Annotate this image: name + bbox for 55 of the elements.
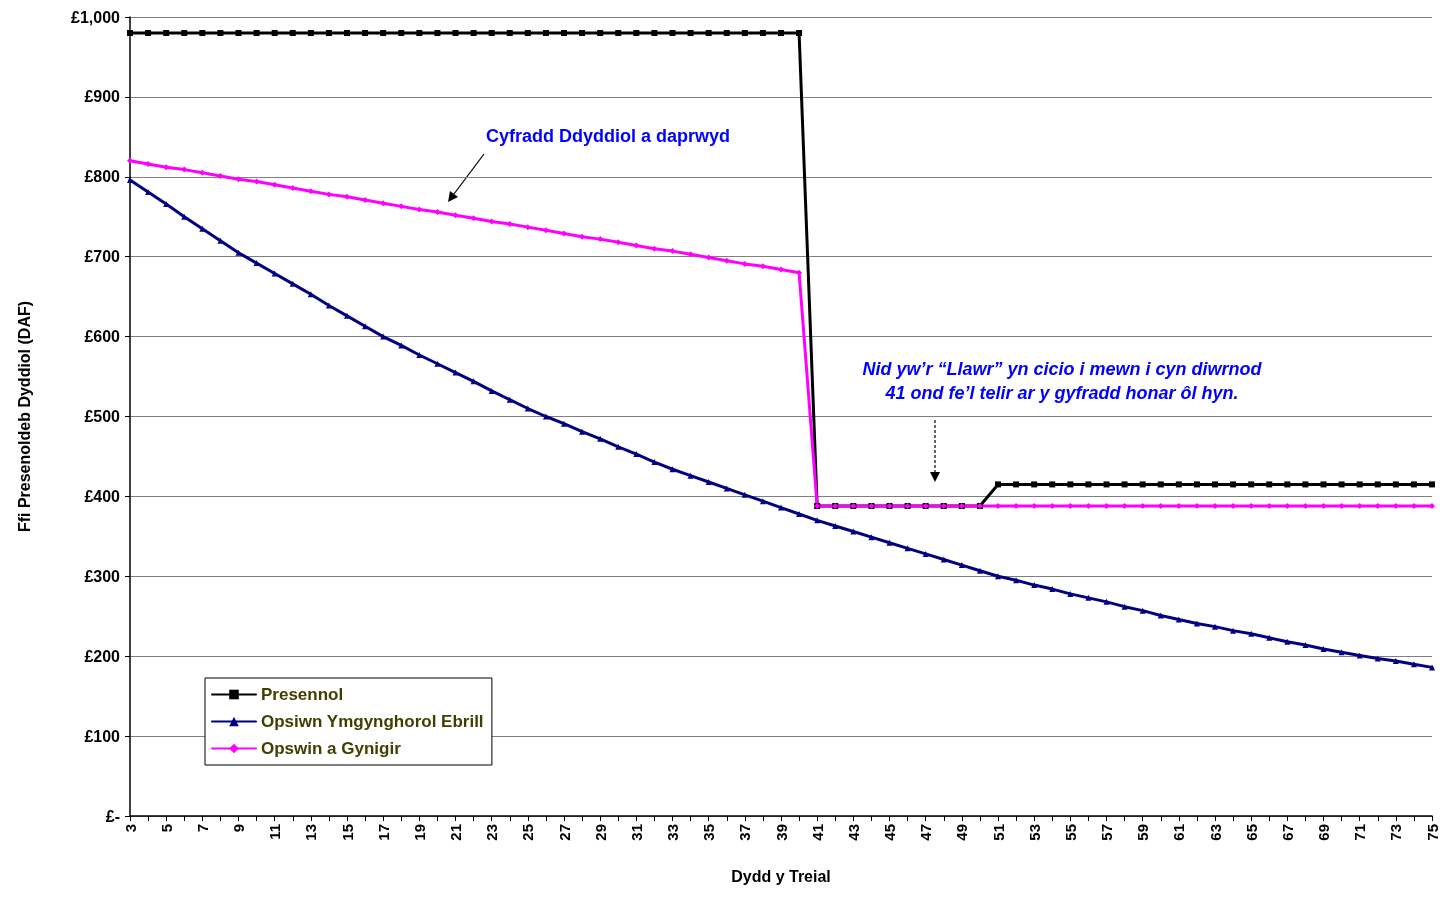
x-tick-label: 55 bbox=[1061, 824, 1079, 841]
x-axis-title: Dydd y Treial bbox=[731, 867, 831, 885]
x-tick-label: 45 bbox=[881, 824, 898, 841]
x-tick-label: 7 bbox=[193, 824, 211, 833]
x-tick-label: 75 bbox=[1423, 824, 1441, 841]
x-tick-label: 51 bbox=[989, 824, 1007, 841]
x-tick-label: 15 bbox=[338, 824, 356, 841]
x-tick-label: 29 bbox=[591, 824, 609, 841]
x-tick-label: 37 bbox=[736, 824, 754, 841]
y-axis-title: Ffi Presenoldeb Dyddiol (DAF) bbox=[15, 300, 33, 533]
x-tick-label: 57 bbox=[1098, 824, 1115, 841]
y-tick-label: £200 bbox=[84, 647, 121, 665]
x-tick-label: 23 bbox=[483, 824, 501, 841]
x-tick-label: 53 bbox=[1025, 824, 1043, 841]
legend-label: Presennol bbox=[261, 685, 344, 704]
x-tick-label: 13 bbox=[302, 824, 320, 841]
x-tick-label: 61 bbox=[1170, 824, 1188, 841]
x-tick-label: 21 bbox=[447, 824, 464, 841]
x-tick-label: 27 bbox=[555, 824, 573, 841]
x-tick-label: 41 bbox=[808, 824, 826, 841]
y-tick-label: £400 bbox=[84, 487, 121, 505]
y-tick-label: £700 bbox=[84, 248, 121, 266]
x-tick-label: 73 bbox=[1387, 824, 1405, 841]
legend-label: Opsiwn Ymgynghorol Ebrill bbox=[261, 712, 484, 731]
x-tick-label: 43 bbox=[844, 824, 862, 841]
x-tick-label: 65 bbox=[1242, 824, 1260, 841]
annotation: Nid yw’r “Llawr” yn cicio i mewn i cyn diwrnod 41 ond fe’l telir ar y gyfradd honar ôl hyn. bbox=[862, 359, 1263, 403]
x-tick-label: 71 bbox=[1351, 824, 1369, 841]
x-tick-label: 47 bbox=[917, 824, 935, 841]
annotation: Cyfradd Ddyddiol a daprwyd bbox=[485, 126, 731, 146]
x-tick-label: 69 bbox=[1315, 824, 1332, 841]
x-tick-label: 67 bbox=[1278, 824, 1296, 841]
y-tick-label: £800 bbox=[84, 168, 121, 186]
y-tick-label: £900 bbox=[84, 88, 121, 106]
x-tick-label: 35 bbox=[700, 824, 718, 841]
x-tick-label: 33 bbox=[664, 824, 681, 841]
y-tick-label: £600 bbox=[84, 328, 121, 346]
x-tick-label: 3 bbox=[121, 824, 139, 833]
x-tick-label: 9 bbox=[230, 824, 247, 833]
x-tick-label: 17 bbox=[374, 824, 392, 841]
x-tick-label: 59 bbox=[1134, 824, 1152, 841]
x-tick-label: 39 bbox=[772, 824, 790, 841]
x-tick-label: 49 bbox=[953, 824, 971, 841]
x-tick-label: 11 bbox=[266, 824, 284, 840]
x-tick-label: 19 bbox=[410, 824, 428, 841]
x-tick-label: 31 bbox=[627, 824, 645, 841]
y-tick-label: £300 bbox=[84, 567, 121, 585]
y-tick-label: £1,000 bbox=[71, 8, 121, 26]
x-tick-label: 25 bbox=[519, 824, 537, 841]
y-tick-label: £- bbox=[105, 807, 120, 825]
x-tick-label: 63 bbox=[1206, 824, 1224, 841]
x-tick-label: 5 bbox=[157, 824, 175, 833]
y-tick-label: £500 bbox=[84, 408, 121, 425]
legend-label: Opswin a Gynigir bbox=[261, 739, 402, 758]
y-tick-label: £100 bbox=[84, 727, 121, 745]
